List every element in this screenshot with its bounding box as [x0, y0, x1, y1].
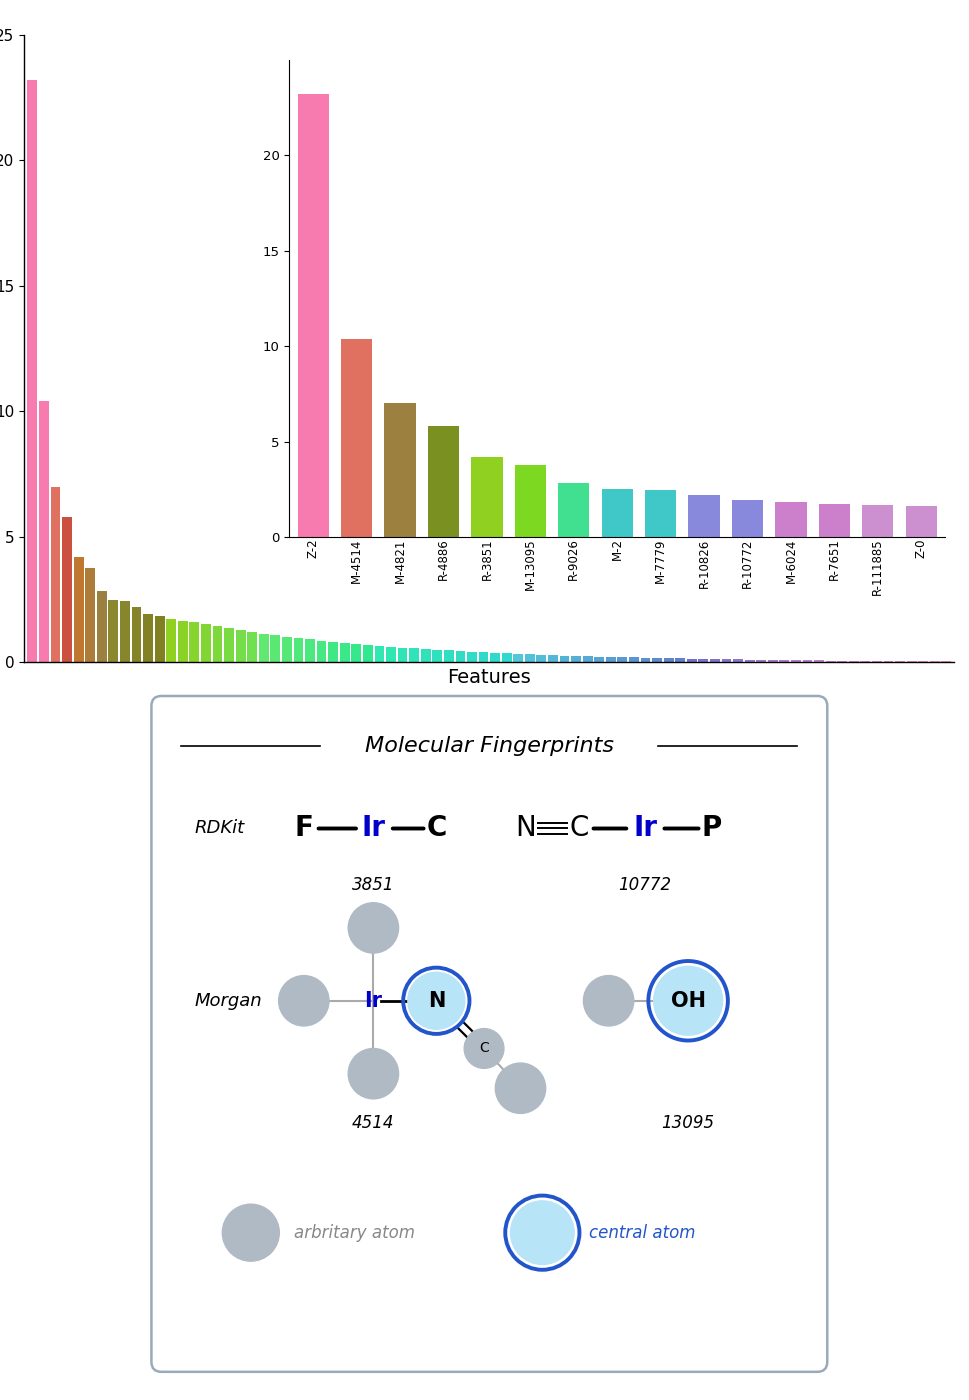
Bar [837, 661, 847, 662]
Bar [745, 659, 755, 662]
Bar [860, 661, 870, 662]
Bar [687, 658, 697, 662]
Bar [710, 659, 720, 662]
Bar [884, 661, 893, 662]
Bar [374, 645, 385, 662]
Bar [120, 601, 130, 662]
Bar [352, 644, 361, 662]
Bar [722, 659, 732, 662]
Bar [699, 659, 708, 662]
Bar [178, 622, 188, 662]
Bar [270, 636, 280, 662]
Bar [514, 654, 523, 662]
Bar [143, 613, 153, 662]
Bar [212, 626, 222, 662]
Bar [814, 661, 824, 662]
Bar [490, 652, 500, 662]
Bar [224, 629, 234, 662]
Bar [27, 80, 37, 662]
Bar [444, 651, 453, 662]
Bar [432, 650, 442, 662]
Bar [537, 655, 547, 662]
Bar [85, 568, 95, 662]
Bar [467, 652, 477, 662]
X-axis label: Features: Features [448, 668, 531, 687]
Bar [328, 641, 338, 662]
Bar [849, 661, 859, 662]
Bar [502, 654, 512, 662]
Bar [757, 659, 766, 662]
Bar [767, 659, 778, 662]
Bar [629, 658, 639, 662]
Bar [421, 650, 430, 662]
Bar [363, 645, 373, 662]
Bar [155, 616, 165, 662]
Bar [548, 655, 558, 662]
Bar [455, 651, 465, 662]
Bar [409, 648, 419, 662]
Bar [779, 659, 790, 662]
Bar [167, 619, 176, 662]
Bar [675, 658, 685, 662]
Bar [617, 657, 627, 662]
Bar [872, 661, 882, 662]
Bar [734, 659, 743, 662]
Bar [479, 652, 488, 662]
Bar [582, 657, 593, 662]
Bar [39, 402, 48, 662]
Bar [664, 658, 673, 662]
Bar [340, 643, 350, 662]
Bar [97, 591, 107, 662]
Bar [74, 557, 83, 662]
Bar [895, 661, 905, 662]
Bar [62, 517, 72, 662]
Bar [386, 647, 396, 662]
Bar [525, 654, 535, 662]
Bar [560, 655, 570, 662]
Bar [606, 657, 615, 662]
Bar [652, 658, 662, 662]
Bar [50, 487, 60, 662]
Bar [189, 622, 200, 662]
Bar [791, 661, 800, 662]
Bar [294, 638, 303, 662]
Bar [826, 661, 835, 662]
Bar [132, 608, 141, 662]
Bar [594, 657, 605, 662]
Bar [397, 648, 408, 662]
Bar [305, 640, 315, 662]
Bar [235, 630, 245, 662]
Bar [641, 658, 650, 662]
Bar [201, 624, 211, 662]
Bar [571, 657, 581, 662]
Bar [282, 637, 292, 662]
Bar [247, 631, 257, 662]
Bar [802, 661, 812, 662]
Bar [259, 634, 268, 662]
Bar [317, 641, 327, 662]
Bar [109, 599, 118, 662]
